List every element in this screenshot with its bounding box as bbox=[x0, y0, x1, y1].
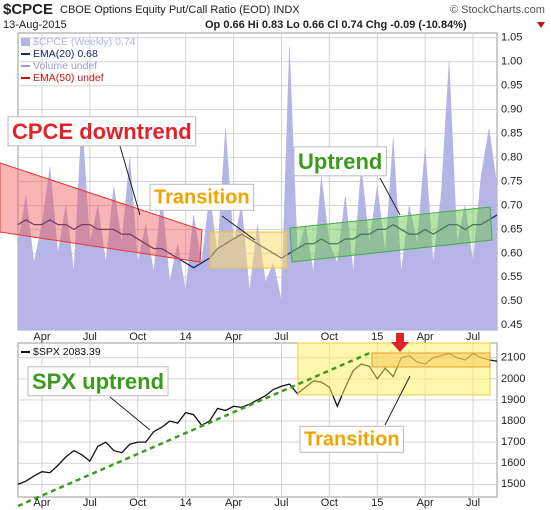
legend-label: EMA(50) undef bbox=[33, 72, 104, 84]
x-tick-label: Apr bbox=[225, 497, 242, 509]
y-tick-label: 1800 bbox=[501, 415, 525, 427]
brand: © StockCharts.com bbox=[450, 4, 545, 16]
y-tick-label: 0.95 bbox=[501, 80, 522, 92]
x-tick-label: 14 bbox=[180, 497, 192, 509]
date: 13-Aug-2015 bbox=[3, 19, 67, 31]
x-tick-label: Jul bbox=[274, 497, 288, 509]
annotation-box bbox=[293, 146, 387, 177]
x-tick-label: Jul bbox=[274, 331, 288, 343]
quote: Op 0.66 Hi 0.83 Lo 0.66 Cl 0.74 Chg -0.0… bbox=[205, 19, 467, 31]
channel bbox=[0, 162, 203, 263]
y-tick-label: 2000 bbox=[501, 373, 525, 385]
x-tick-label: Jul bbox=[466, 497, 480, 509]
annotation-box bbox=[299, 425, 405, 453]
channel bbox=[289, 206, 493, 263]
y-tick-label: 1.00 bbox=[501, 56, 522, 68]
down-arrow-icon bbox=[537, 22, 545, 28]
y-tick-label: 0.55 bbox=[501, 271, 522, 283]
annotation-box bbox=[27, 366, 169, 397]
y-tick-label: 0.75 bbox=[501, 175, 522, 187]
x-tick-label: Apr bbox=[225, 331, 242, 343]
annotation: CPCE downtrend bbox=[12, 119, 192, 144]
legend-label: EMA(20) 0.68 bbox=[33, 48, 98, 60]
annotation: SPX uptrend bbox=[32, 369, 164, 394]
callout bbox=[221, 215, 256, 241]
x-tick-label: 15 bbox=[371, 497, 383, 509]
x-tick-label: Jul bbox=[466, 331, 480, 343]
y-tick-label: 1.05 bbox=[501, 32, 522, 44]
callout bbox=[109, 396, 151, 431]
y-tick-label: 1900 bbox=[501, 394, 525, 406]
legend-label: $SPX 2083.39 bbox=[33, 346, 101, 358]
annotation: Transition bbox=[154, 186, 250, 208]
legend-swatch bbox=[21, 38, 30, 46]
y-tick-label: 0.70 bbox=[501, 199, 522, 211]
y-tick-label: 0.90 bbox=[501, 104, 522, 116]
y-tick-label: 2100 bbox=[501, 352, 525, 364]
zone bbox=[371, 352, 491, 368]
zone bbox=[297, 342, 491, 396]
description: CBOE Options Equity Put/Call Ratio (EOD)… bbox=[60, 4, 300, 16]
x-tick-label: Apr bbox=[417, 331, 434, 343]
callout bbox=[119, 145, 141, 216]
legend-label: $CPCE (Weekly) 0.74 bbox=[33, 36, 136, 48]
annotation-box bbox=[7, 116, 197, 147]
x-tick-label: Apr bbox=[33, 331, 50, 343]
y-tick-label: 0.80 bbox=[501, 151, 522, 163]
x-tick-label: Apr bbox=[33, 497, 50, 509]
y-tick-label: 0.85 bbox=[501, 128, 522, 140]
callout bbox=[384, 375, 411, 426]
channel bbox=[209, 231, 288, 269]
y-tick-label: 0.45 bbox=[501, 319, 522, 331]
x-tick-label: Jul bbox=[83, 331, 97, 343]
x-tick-label: Apr bbox=[417, 497, 434, 509]
y-tick-label: 0.60 bbox=[501, 247, 522, 259]
annotation: Transition bbox=[304, 428, 400, 450]
symbol: $CPCE bbox=[3, 1, 53, 18]
x-tick-label: Jul bbox=[83, 497, 97, 509]
legend-label: Volume undef bbox=[33, 60, 97, 72]
trendline bbox=[17, 350, 373, 508]
x-tick-label: Oct bbox=[321, 331, 338, 343]
overlays bbox=[0, 145, 493, 508]
callout bbox=[379, 177, 401, 216]
x-tick-label: 15 bbox=[371, 331, 383, 343]
y-tick-label: 1600 bbox=[501, 457, 525, 469]
labels: 0.45 0.50 0.55 0.60 0.65 0.70 0.75 0.80 0.85 0.90… bbox=[7, 32, 525, 509]
y-tick-label: 1500 bbox=[501, 478, 525, 490]
x-tick-label: Oct bbox=[129, 331, 146, 343]
y-tick-label: 1700 bbox=[501, 436, 525, 448]
arrow bbox=[391, 333, 409, 352]
x-tick-label: 14 bbox=[180, 331, 192, 343]
annotation-box bbox=[149, 183, 255, 211]
annotation: Uptrend bbox=[298, 149, 382, 174]
x-tick-label: Oct bbox=[129, 497, 146, 509]
y-tick-label: 0.65 bbox=[501, 223, 522, 235]
y-tick-label: 0.50 bbox=[501, 295, 522, 307]
x-tick-label: Oct bbox=[321, 497, 338, 509]
